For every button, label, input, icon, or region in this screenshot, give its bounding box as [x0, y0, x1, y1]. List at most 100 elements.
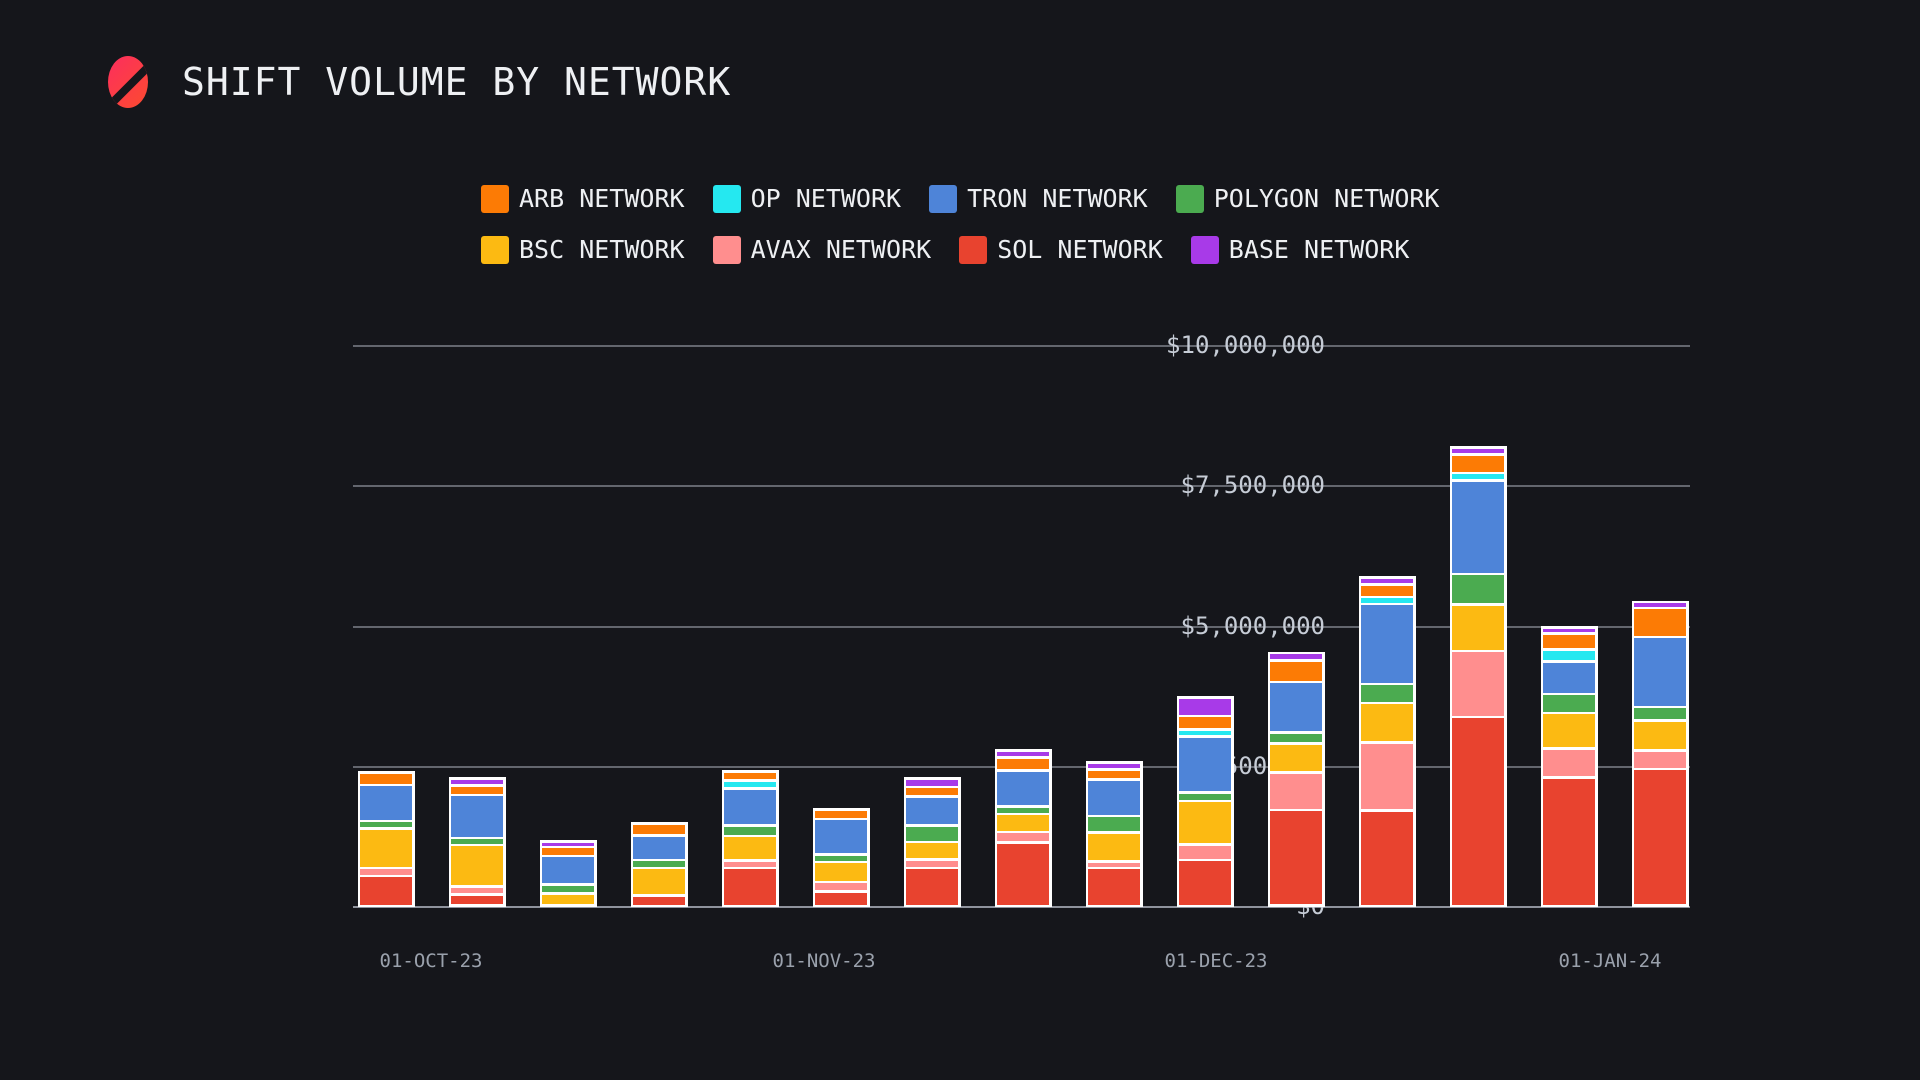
bar-segment-polygon-network[interactable]	[1270, 733, 1323, 743]
bar-segment-polygon-network[interactable]	[997, 807, 1050, 813]
bar-segment-base-network[interactable]	[1452, 448, 1505, 454]
bar-segment-base-network[interactable]	[1543, 628, 1596, 633]
bar-segment-sol-network[interactable]	[724, 869, 777, 905]
bar-segment-bsc-network[interactable]	[542, 894, 595, 905]
bar-segment-bsc-network[interactable]	[997, 815, 1050, 831]
bar-segment-avax-network[interactable]	[1543, 749, 1596, 777]
stacked-bar-week-9[interactable]	[1085, 761, 1143, 907]
bar-segment-bsc-network[interactable]	[1452, 605, 1505, 650]
bar-segment-arb-network[interactable]	[1634, 609, 1687, 636]
bar-segment-avax-network[interactable]	[1452, 652, 1505, 716]
bar-segment-op-network[interactable]	[1179, 730, 1232, 736]
bar-segment-op-network[interactable]	[1452, 474, 1505, 480]
stacked-bar-week-8[interactable]	[994, 749, 1052, 907]
stacked-bar-week-15[interactable]	[1631, 600, 1689, 907]
bar-segment-avax-network[interactable]	[1270, 773, 1323, 809]
bar-segment-sol-network[interactable]	[815, 892, 868, 905]
bar-segment-op-network[interactable]	[1543, 650, 1596, 661]
bar-segment-base-network[interactable]	[906, 779, 959, 786]
bar-segment-polygon-network[interactable]	[815, 855, 868, 861]
bar-segment-arb-network[interactable]	[1270, 661, 1323, 681]
stacked-bar-week-4[interactable]	[630, 822, 688, 907]
bar-segment-polygon-network[interactable]	[360, 822, 413, 828]
bar-segment-arb-network[interactable]	[724, 772, 777, 780]
bar-segment-polygon-network[interactable]	[1634, 708, 1687, 720]
stacked-bar-week-12[interactable]	[1358, 576, 1416, 907]
bar-segment-bsc-network[interactable]	[633, 869, 686, 895]
bar-segment-tron-network[interactable]	[1361, 605, 1414, 683]
bar-segment-polygon-network[interactable]	[724, 826, 777, 835]
bar-segment-polygon-network[interactable]	[1179, 793, 1232, 800]
stacked-bar-week-3[interactable]	[539, 840, 597, 907]
bar-segment-arb-network[interactable]	[1179, 717, 1232, 729]
bar-segment-arb-network[interactable]	[1361, 585, 1414, 596]
legend-item-tron-network[interactable]: TRON NETWORK	[929, 184, 1148, 213]
legend-item-arb-network[interactable]: ARB NETWORK	[481, 184, 685, 213]
bar-segment-sol-network[interactable]	[1634, 770, 1687, 905]
bar-segment-arb-network[interactable]	[906, 788, 959, 796]
legend-item-op-network[interactable]: OP NETWORK	[712, 184, 901, 213]
bar-segment-avax-network[interactable]	[724, 861, 777, 867]
bar-segment-base-network[interactable]	[997, 751, 1050, 757]
bar-segment-polygon-network[interactable]	[906, 826, 959, 841]
bar-segment-arb-network[interactable]	[997, 758, 1050, 770]
bar-segment-base-network[interactable]	[542, 842, 595, 846]
stacked-bar-week-14[interactable]	[1540, 626, 1598, 907]
bar-segment-bsc-network[interactable]	[1361, 704, 1414, 742]
stacked-bar-week-2[interactable]	[448, 777, 506, 907]
bar-segment-sol-network[interactable]	[360, 877, 413, 905]
bar-segment-bsc-network[interactable]	[451, 846, 504, 886]
bar-segment-bsc-network[interactable]	[724, 837, 777, 860]
stacked-bar-week-13[interactable]	[1449, 446, 1507, 907]
bar-segment-avax-network[interactable]	[1361, 743, 1414, 810]
bar-segment-tron-network[interactable]	[542, 857, 595, 884]
bar-segment-bsc-network[interactable]	[1543, 714, 1596, 748]
bar-segment-arb-network[interactable]	[451, 786, 504, 794]
legend-item-sol-network[interactable]: SOL NETWORK	[959, 235, 1163, 264]
bar-segment-bsc-network[interactable]	[815, 863, 868, 881]
bar-segment-arb-network[interactable]	[1452, 455, 1505, 472]
bar-segment-avax-network[interactable]	[815, 883, 868, 891]
stacked-bar-week-6[interactable]	[812, 808, 870, 907]
bar-segment-tron-network[interactable]	[815, 820, 868, 854]
bar-segment-tron-network[interactable]	[360, 786, 413, 820]
legend-item-polygon-network[interactable]: POLYGON NETWORK	[1175, 184, 1440, 213]
bar-segment-tron-network[interactable]	[1634, 638, 1687, 706]
bar-segment-arb-network[interactable]	[1543, 634, 1596, 649]
bar-segment-tron-network[interactable]	[633, 836, 686, 859]
bar-segment-tron-network[interactable]	[724, 789, 777, 825]
bar-segment-arb-network[interactable]	[360, 773, 413, 784]
bar-segment-sol-network[interactable]	[451, 895, 504, 905]
bar-segment-sol-network[interactable]	[1452, 718, 1505, 905]
bar-segment-polygon-network[interactable]	[1452, 575, 1505, 604]
stacked-bar-week-5[interactable]	[721, 770, 779, 907]
bar-segment-avax-network[interactable]	[1179, 845, 1232, 859]
stacked-bar-week-11[interactable]	[1267, 651, 1325, 907]
bar-segment-base-network[interactable]	[1634, 603, 1687, 607]
bar-segment-sol-network[interactable]	[997, 843, 1050, 905]
bar-segment-avax-network[interactable]	[997, 833, 1050, 842]
legend-item-avax-network[interactable]: AVAX NETWORK	[712, 235, 931, 264]
bar-segment-bsc-network[interactable]	[1088, 833, 1141, 861]
bar-segment-base-network[interactable]	[1179, 698, 1232, 715]
bar-segment-tron-network[interactable]	[1452, 481, 1505, 573]
bar-segment-sol-network[interactable]	[1543, 778, 1596, 905]
stacked-bar-week-7[interactable]	[903, 777, 961, 907]
bar-segment-arb-network[interactable]	[633, 824, 686, 835]
bar-segment-polygon-network[interactable]	[1088, 817, 1141, 832]
bar-segment-sol-network[interactable]	[1361, 811, 1414, 905]
bar-segment-op-network[interactable]	[1361, 598, 1414, 603]
legend-item-base-network[interactable]: BASE NETWORK	[1190, 235, 1409, 264]
bar-segment-tron-network[interactable]	[1543, 662, 1596, 693]
bar-segment-polygon-network[interactable]	[1543, 695, 1596, 712]
bar-segment-base-network[interactable]	[1361, 578, 1414, 584]
bar-segment-tron-network[interactable]	[1179, 737, 1232, 792]
bar-segment-bsc-network[interactable]	[360, 829, 413, 867]
bar-segment-sol-network[interactable]	[1088, 869, 1141, 905]
bar-segment-bsc-network[interactable]	[906, 843, 959, 858]
bar-segment-polygon-network[interactable]	[451, 839, 504, 844]
bar-segment-tron-network[interactable]	[1088, 780, 1141, 815]
stacked-bar-week-10[interactable]	[1176, 696, 1234, 907]
bar-segment-avax-network[interactable]	[906, 860, 959, 867]
bar-segment-polygon-network[interactable]	[1361, 685, 1414, 702]
